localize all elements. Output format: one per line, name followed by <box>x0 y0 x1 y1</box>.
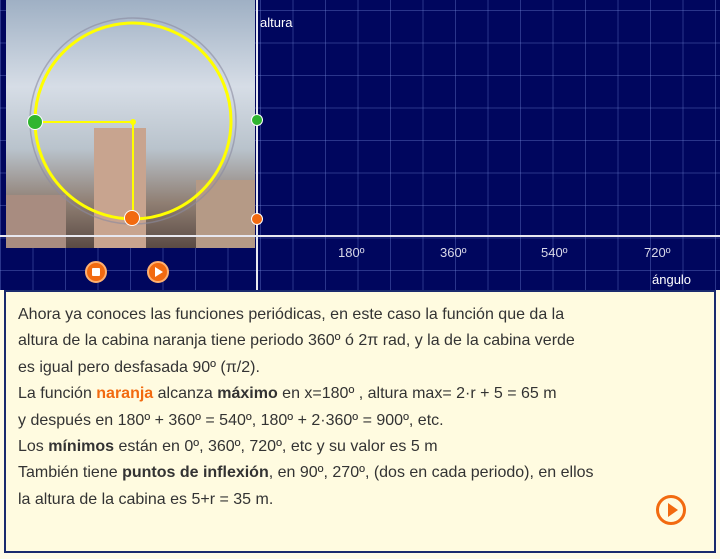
bold-term: puntos de inflexión <box>122 464 269 482</box>
text-segment: en x=180º , altura max= 2·r + 5 = 65 m <box>277 385 557 403</box>
x-axis-label: ángulo <box>652 272 692 287</box>
orange-height-marker <box>251 213 263 225</box>
x-tick-180: 180º <box>338 245 365 260</box>
play-icon <box>667 503 678 517</box>
x-tick-360: 360º <box>440 245 467 260</box>
tower-building <box>94 128 146 248</box>
explanation-text: Ahora ya conoces las funciones periódica… <box>4 290 716 553</box>
left-building <box>6 195 66 248</box>
orange-cabin[interactable] <box>124 210 140 226</box>
text-segment: alcanza <box>153 385 218 403</box>
text-line: Los mínimos están en 0º, 360º, 720º, etc… <box>18 434 702 460</box>
text-line: La función naranja alcanza máximo en x=1… <box>18 381 702 407</box>
text-line: También tiene puntos de inflexión, en 90… <box>18 460 702 486</box>
text-line: Ahora ya conoces las funciones periódica… <box>18 306 565 323</box>
stop-icon <box>92 268 100 276</box>
green-cabin[interactable] <box>27 114 43 130</box>
text-segment: están en 0º, 360º, 720º, etc y su valor … <box>114 438 438 456</box>
green-height-marker <box>251 114 263 126</box>
text-line: altura de la cabina naranja tiene period… <box>18 332 575 350</box>
orange-highlight: naranja <box>96 385 154 403</box>
text-line: y después en 180º + 360º = 540º, 180º + … <box>18 411 444 429</box>
text-line: es igual pero desfasada 90º (π/2). <box>18 358 260 376</box>
bold-term: mínimos <box>48 438 115 456</box>
x-tick-720: 720º <box>644 245 671 260</box>
text-segment: La función <box>18 385 97 403</box>
graph-panel: altura ángulo 180º 360º 540º 720º <box>0 0 720 290</box>
text-line: la altura de la cabina es 5+r = 35 m. <box>18 490 274 508</box>
play-button[interactable] <box>147 261 169 283</box>
y-axis-label: altura <box>260 15 293 30</box>
y-axis <box>256 0 258 290</box>
text-segment: Los <box>18 438 49 456</box>
next-button[interactable] <box>656 495 686 525</box>
wheel-center <box>130 119 136 125</box>
play-icon <box>155 267 163 277</box>
stop-button[interactable] <box>85 261 107 283</box>
x-tick-540: 540º <box>541 245 568 260</box>
text-segment: También tiene <box>18 464 123 482</box>
x-axis <box>0 235 720 237</box>
text-segment: , en 90º, 270º, (dos en cada periodo), e… <box>268 464 594 482</box>
bold-term: máximo <box>217 385 278 403</box>
